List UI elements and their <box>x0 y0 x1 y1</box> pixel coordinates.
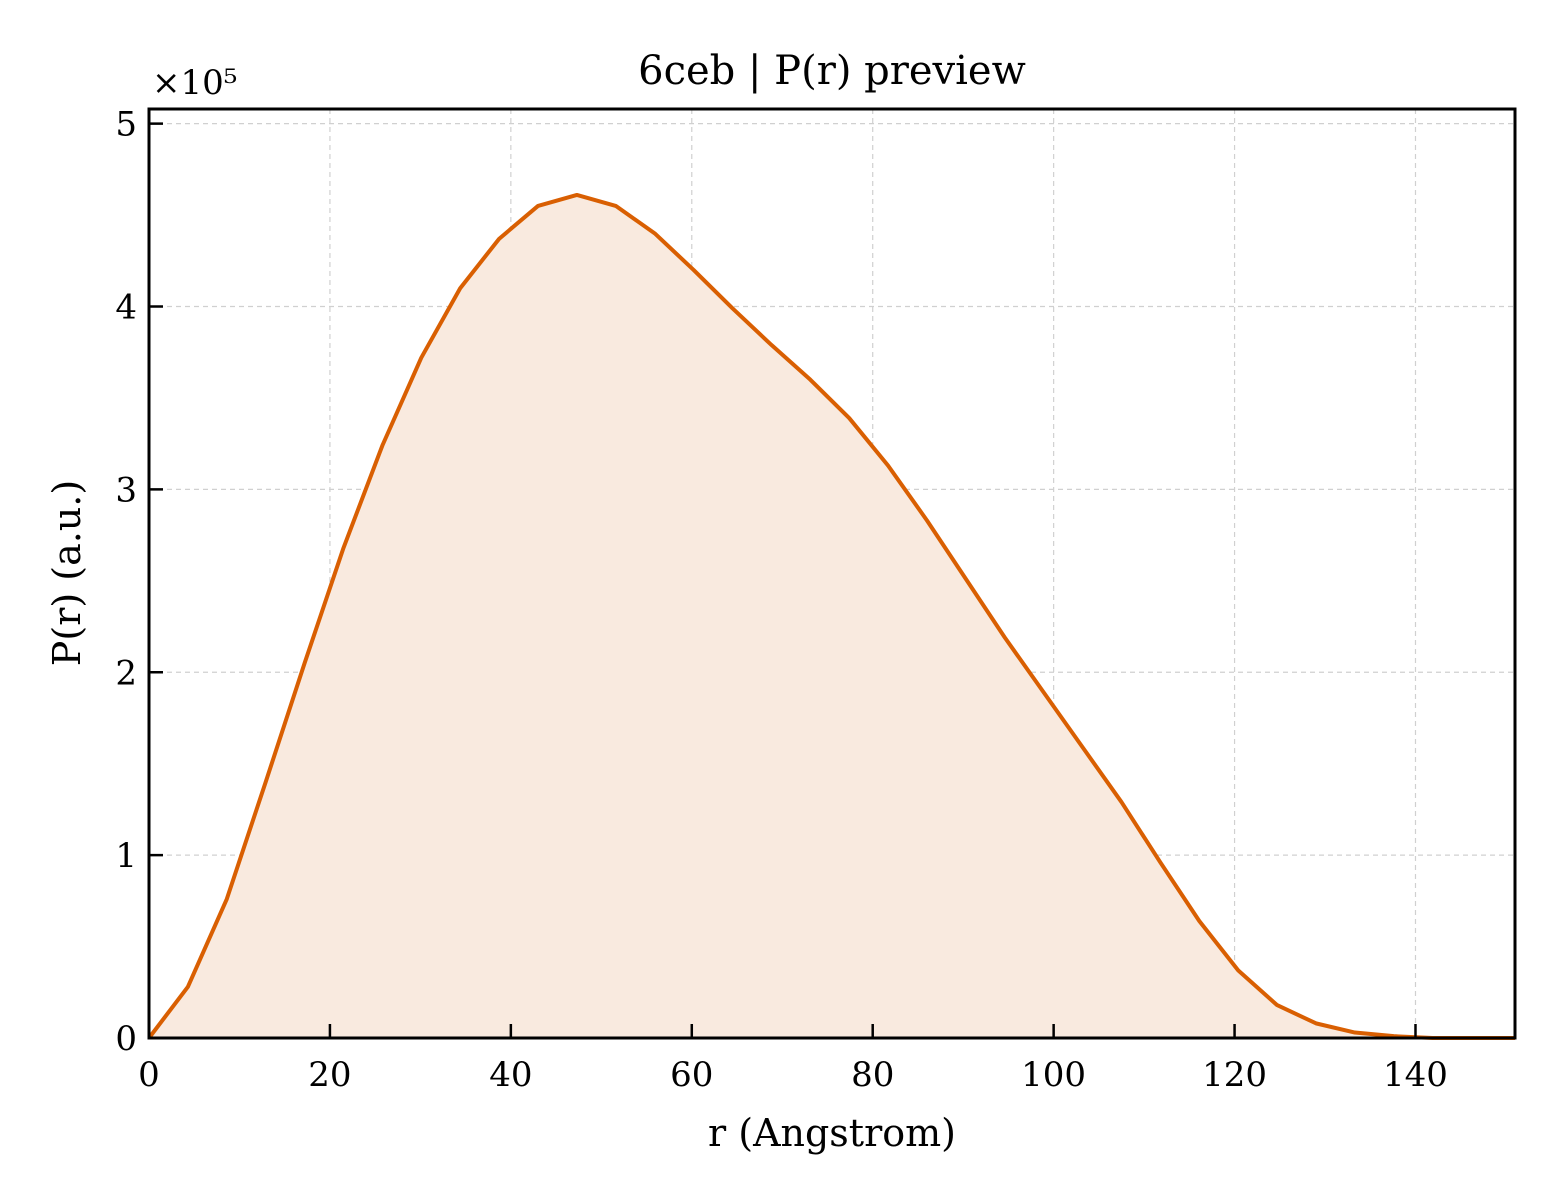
y-tick-label: 2 <box>115 653 137 693</box>
x-tick-label: 20 <box>308 1055 351 1095</box>
pr-curve <box>147 192 1515 1040</box>
x-axis: 0 20 40 60 80 100 120 140 <box>138 1024 1448 1095</box>
x-tick-label: 100 <box>1021 1055 1086 1095</box>
y-tick-label: 3 <box>115 470 137 510</box>
pr-area-fill <box>149 194 1515 1038</box>
x-tick-label: 60 <box>670 1055 713 1095</box>
x-tick-label: 120 <box>1202 1055 1267 1095</box>
chart-title: 6ceb | P(r) preview <box>638 48 1026 94</box>
plot-frame <box>147 107 1517 1040</box>
x-tick-label: 80 <box>851 1055 894 1095</box>
y-axis-label: P(r) (a.u.) <box>45 480 89 666</box>
x-axis-label: r (Angstrom) <box>708 1111 956 1155</box>
x-tick-label: 140 <box>1383 1055 1448 1095</box>
y-tick-label: 1 <box>115 836 137 876</box>
x-tick-label: 0 <box>138 1055 160 1095</box>
y-tick-label: 0 <box>115 1019 137 1059</box>
y-multiplier-label: ×10⁵ <box>152 63 237 103</box>
x-tick-label: 40 <box>489 1055 532 1095</box>
y-tick-label: 5 <box>115 105 137 145</box>
y-axis: 0 1 2 3 4 5 <box>115 105 163 1059</box>
y-tick-label: 4 <box>115 288 137 328</box>
